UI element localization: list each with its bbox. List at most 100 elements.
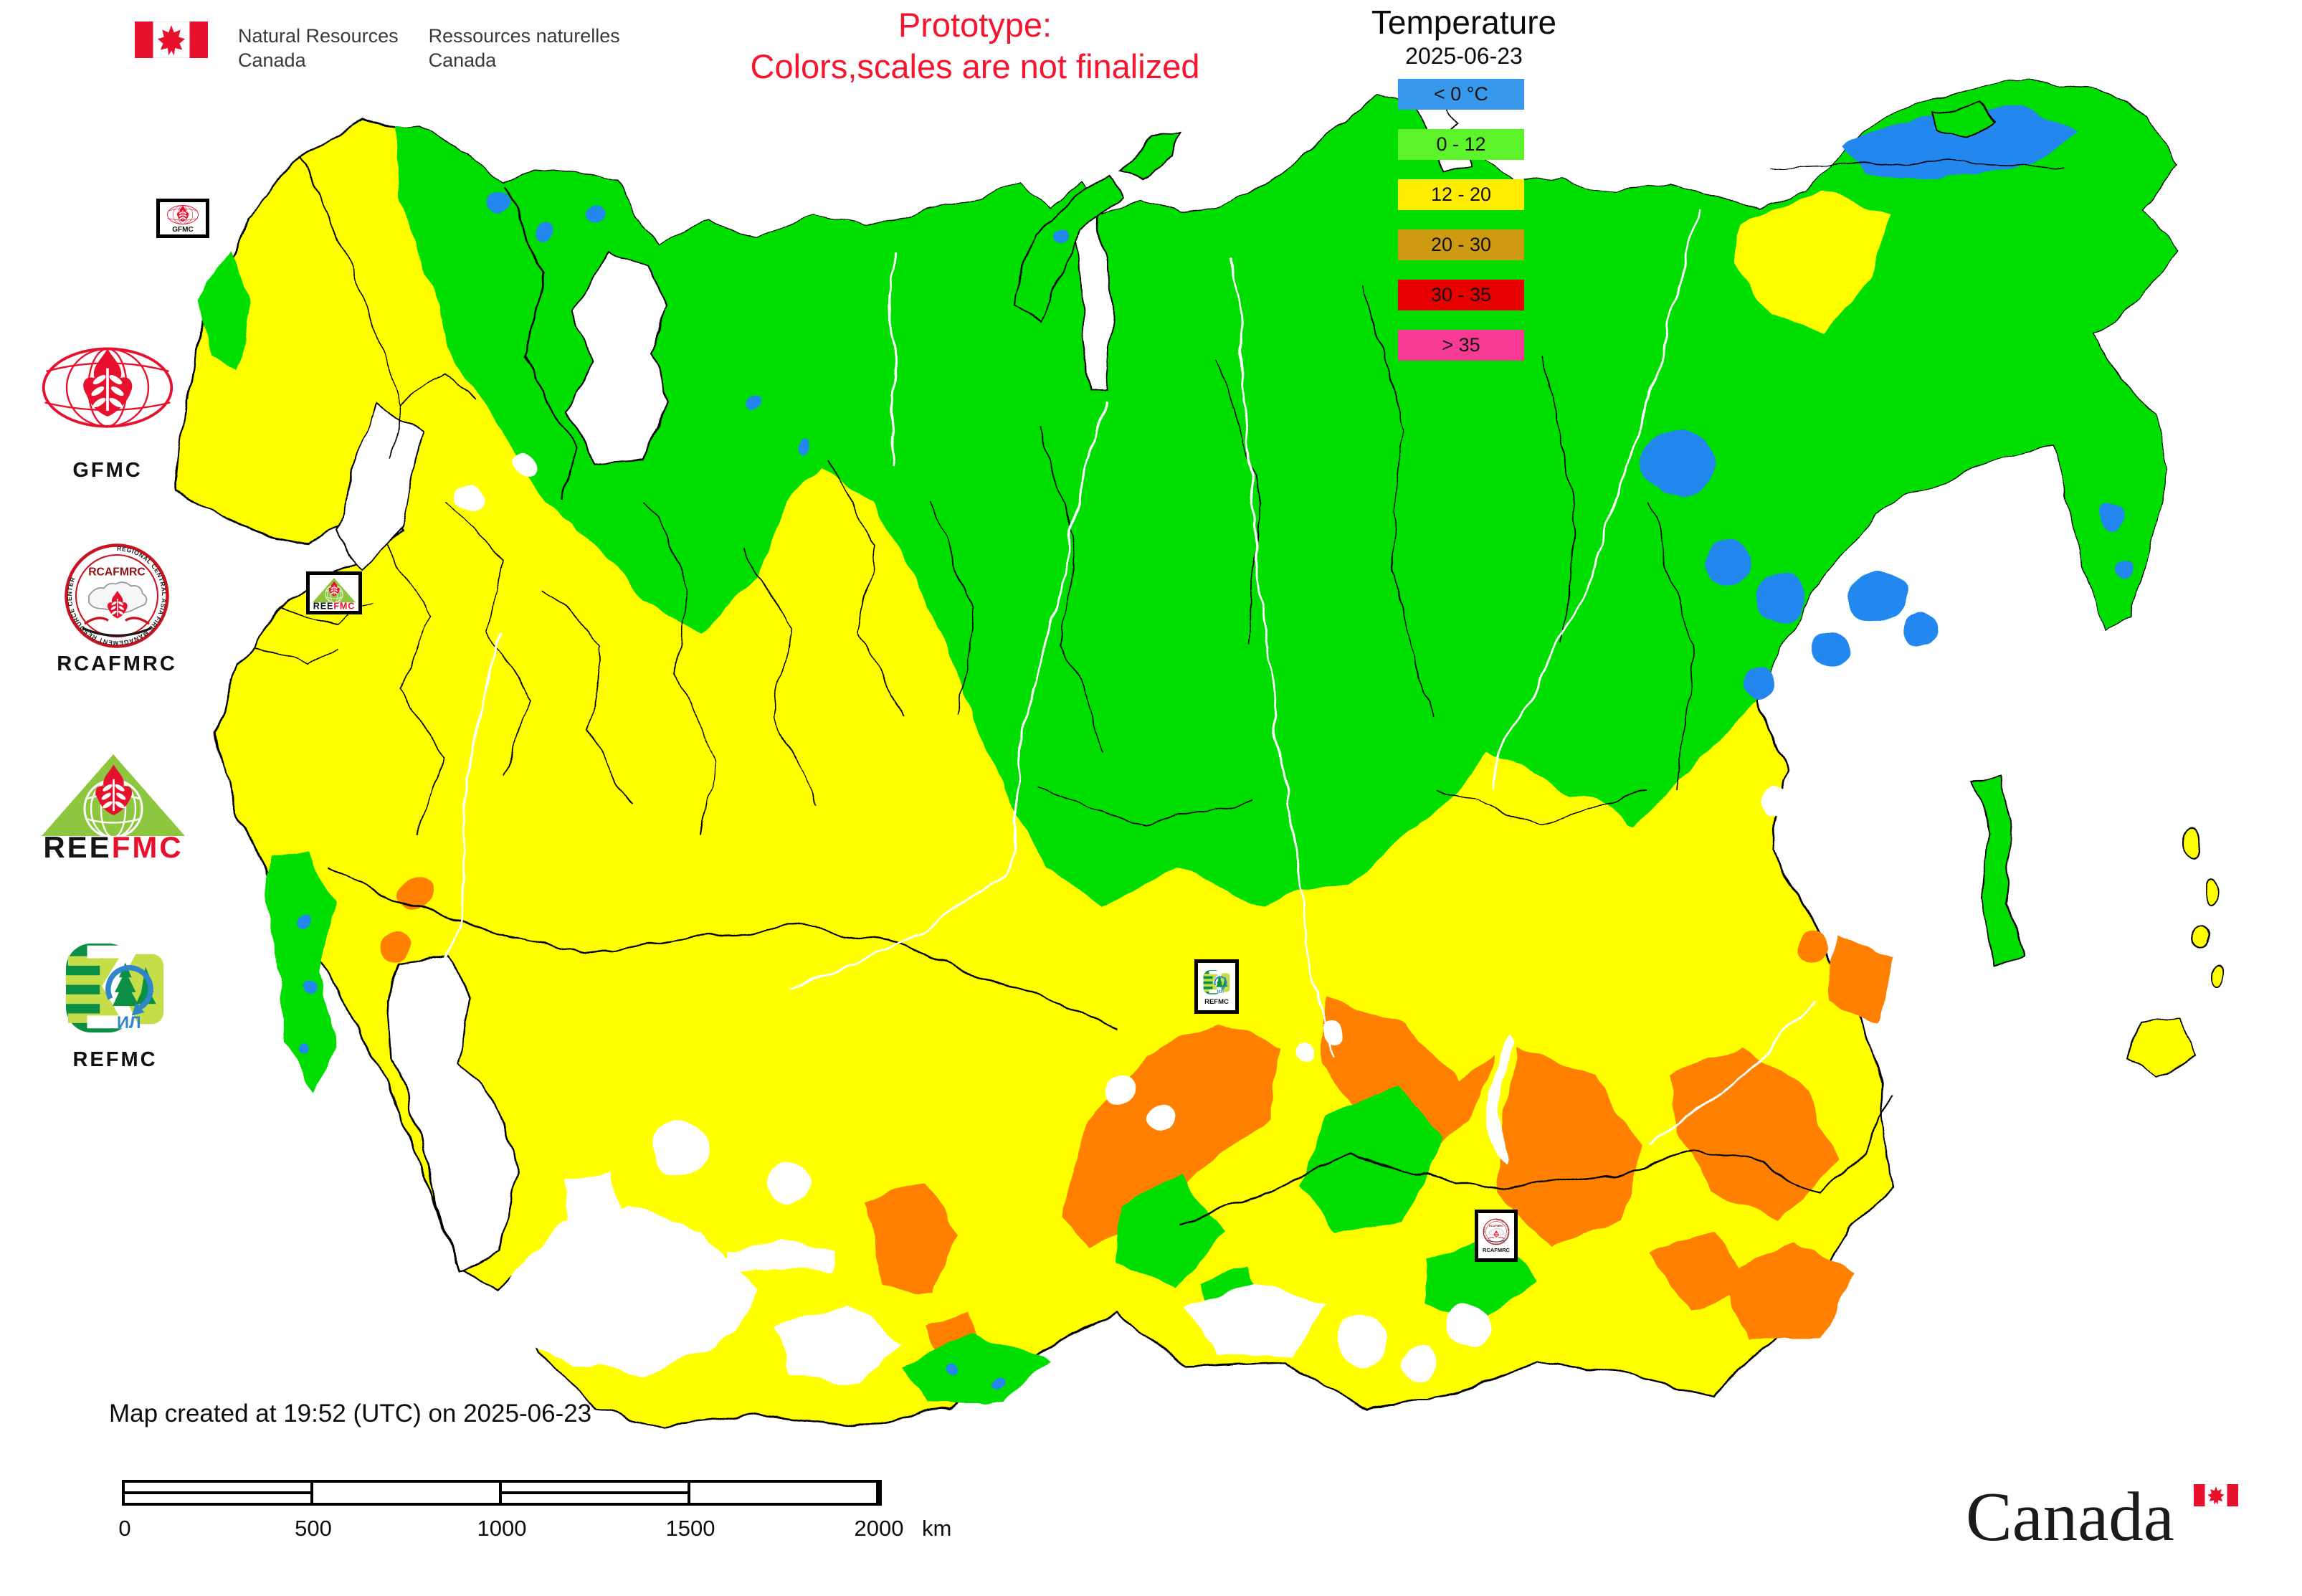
lake-ladoga <box>454 487 485 510</box>
nodata-patch <box>767 1162 810 1205</box>
canada-flag-icon <box>135 22 208 58</box>
reefmc-marker-icon <box>310 576 358 610</box>
nodata-patch <box>1448 1305 1491 1348</box>
scale-tick: 500 <box>295 1516 332 1541</box>
region-hot-baikal-east <box>1498 1047 1642 1248</box>
cold-spot <box>1755 573 1804 622</box>
scale-segment <box>690 1483 879 1503</box>
legend-item: > 35 <box>1398 330 1524 361</box>
cold-spot <box>1810 627 1849 666</box>
snow-patch <box>1103 1074 1134 1106</box>
cold-spot <box>296 913 309 926</box>
region-mild-tianshan <box>902 1332 1048 1404</box>
gfmc-marker-icon <box>163 204 202 227</box>
lake-balkhash <box>728 1240 835 1273</box>
region-hot-kazakh-east <box>867 1183 961 1291</box>
nodata-patch <box>1337 1316 1387 1366</box>
agency-name-en: Natural Resources Canada <box>238 22 399 72</box>
agency-en-line2: Canada <box>238 49 306 71</box>
region-mild-norway-coast <box>199 250 252 373</box>
nodata-patch <box>1795 849 1818 872</box>
map-marker-refmc: REFMC <box>1194 959 1239 1014</box>
kuril-island <box>2212 967 2226 990</box>
cold-spot <box>2114 559 2133 577</box>
hokkaido <box>2128 1017 2195 1077</box>
nodata-mongolia-west <box>1183 1283 1326 1355</box>
cold-spot <box>1906 614 1940 648</box>
novaya-zemlya-north <box>1117 131 1184 181</box>
scale-unit: km <box>922 1516 952 1541</box>
region-warm-yakutsk <box>1509 792 1631 871</box>
region-hot-amur2 <box>1828 932 1893 1025</box>
region-hot-nechina2 <box>1721 1240 1857 1341</box>
cold-spot <box>948 1364 961 1377</box>
lake-onega <box>514 456 540 476</box>
snow-patch <box>1296 1045 1313 1063</box>
cold-spot <box>485 191 507 213</box>
wrangel-island <box>1931 100 1998 138</box>
nodata-patch <box>1402 1344 1437 1380</box>
scale-tick: 2000 <box>854 1516 904 1541</box>
cold-spot <box>300 1042 311 1054</box>
scale-segment <box>125 1483 313 1503</box>
cold-spot <box>1054 229 1068 244</box>
oblast-boundaries <box>386 286 1693 832</box>
cold-spot <box>589 209 604 224</box>
agency-fr-line1: Ressources naturelles <box>428 25 620 47</box>
temperature-legend: < 0 °C 0 - 12 12 - 20 20 - 30 30 - 35 > … <box>1398 79 1524 380</box>
cold-spot <box>746 395 762 411</box>
cold-spot <box>537 222 556 240</box>
kuril-island <box>2193 923 2209 948</box>
cold-spot <box>798 440 811 452</box>
gfmc-label: GFMC <box>72 459 143 482</box>
scale-tick: 1000 <box>477 1516 527 1541</box>
border-finland-russia <box>500 186 575 503</box>
nodata-patch <box>1764 789 1792 817</box>
kuril-island <box>2204 879 2220 906</box>
cold-spot <box>1852 569 1907 624</box>
agency-name-fr: Ressources naturelles Canada <box>429 22 620 72</box>
legend-item: 0 - 12 <box>1398 129 1524 160</box>
cold-spot <box>2096 505 2120 530</box>
border-scandinavia <box>300 153 402 460</box>
scale-segment <box>313 1483 502 1503</box>
kuril-island <box>2184 831 2203 861</box>
gfmc-marker-label: GFMC <box>172 225 194 234</box>
legend-date: 2025-06-23 <box>1405 43 1523 69</box>
map-marker-reefmc <box>306 571 362 614</box>
nodata-kazakh-desert2 <box>774 1305 903 1384</box>
aral-sea <box>563 1169 624 1237</box>
cold-spot-verkhoyansk <box>1643 428 1712 497</box>
rcafmrc-logo <box>63 542 171 650</box>
cold-spot <box>303 984 316 997</box>
reefmc-logo <box>34 750 192 861</box>
refmc-marker-icon <box>1202 968 1231 997</box>
refmc-label: REFMC <box>72 1048 158 1071</box>
legend-item: 20 - 30 <box>1398 229 1524 260</box>
cold-spot <box>993 1380 1003 1390</box>
canada-wordmark-flag-icon <box>2194 1484 2238 1506</box>
region-mild-altai <box>1118 1172 1222 1287</box>
border-line <box>401 371 474 402</box>
white-sea <box>565 250 672 464</box>
agency-fr-line2: Canada <box>428 49 497 71</box>
region-mild-sayan <box>1301 1083 1445 1233</box>
legend-item: < 0 °C <box>1398 79 1524 110</box>
prototype-line2: Colors,scales are not finalized <box>750 47 1200 85</box>
border-russia-mongolia <box>1182 1096 1894 1224</box>
refmc-logo <box>62 935 168 1041</box>
legend-title: Temperature <box>1371 4 1557 41</box>
map-marker-gfmc: GFMC <box>156 199 209 238</box>
hot-spot <box>380 932 412 964</box>
gfmc-logo <box>39 341 176 437</box>
novaya-zemlya-south <box>1013 174 1120 324</box>
rcafmrc-marker-label: RCAFMRC <box>1483 1247 1510 1254</box>
rivers <box>436 207 1815 1149</box>
hot-spot <box>397 874 434 911</box>
prototype-line1: Prototype: <box>898 6 1052 44</box>
scale-tick: 1500 <box>665 1516 715 1541</box>
cold-spot <box>1742 667 1774 698</box>
rcafmrc-label: RCAFMRC <box>57 652 177 675</box>
lake-baikal <box>1487 1036 1518 1162</box>
